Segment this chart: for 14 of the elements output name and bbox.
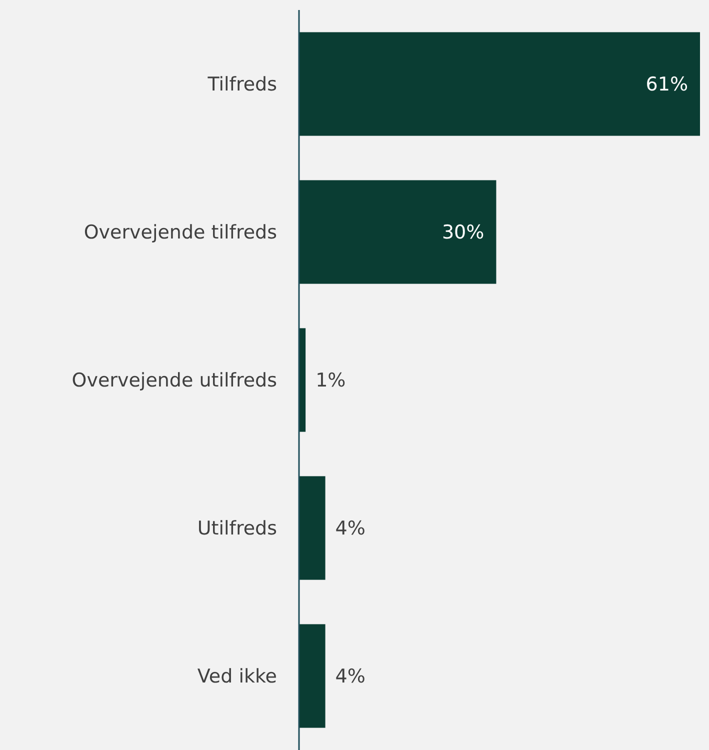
y-tick-label: Overvejende utilfreds: [72, 370, 277, 392]
data-label: 1%: [316, 370, 346, 392]
y-tick-label: Ved ikke: [197, 666, 277, 688]
bar: [299, 180, 496, 284]
y-tick-label: Tilfreds: [206, 74, 277, 96]
y-tick-label: Utilfreds: [197, 518, 277, 540]
data-label: 4%: [335, 518, 366, 540]
y-tick-label: Overvejende tilfreds: [84, 222, 277, 244]
data-label: 30%: [442, 222, 484, 244]
bar: [299, 476, 326, 580]
data-label: 4%: [335, 666, 366, 688]
data-label: 61%: [646, 74, 688, 96]
bar: [299, 32, 700, 136]
bar: [299, 624, 326, 728]
